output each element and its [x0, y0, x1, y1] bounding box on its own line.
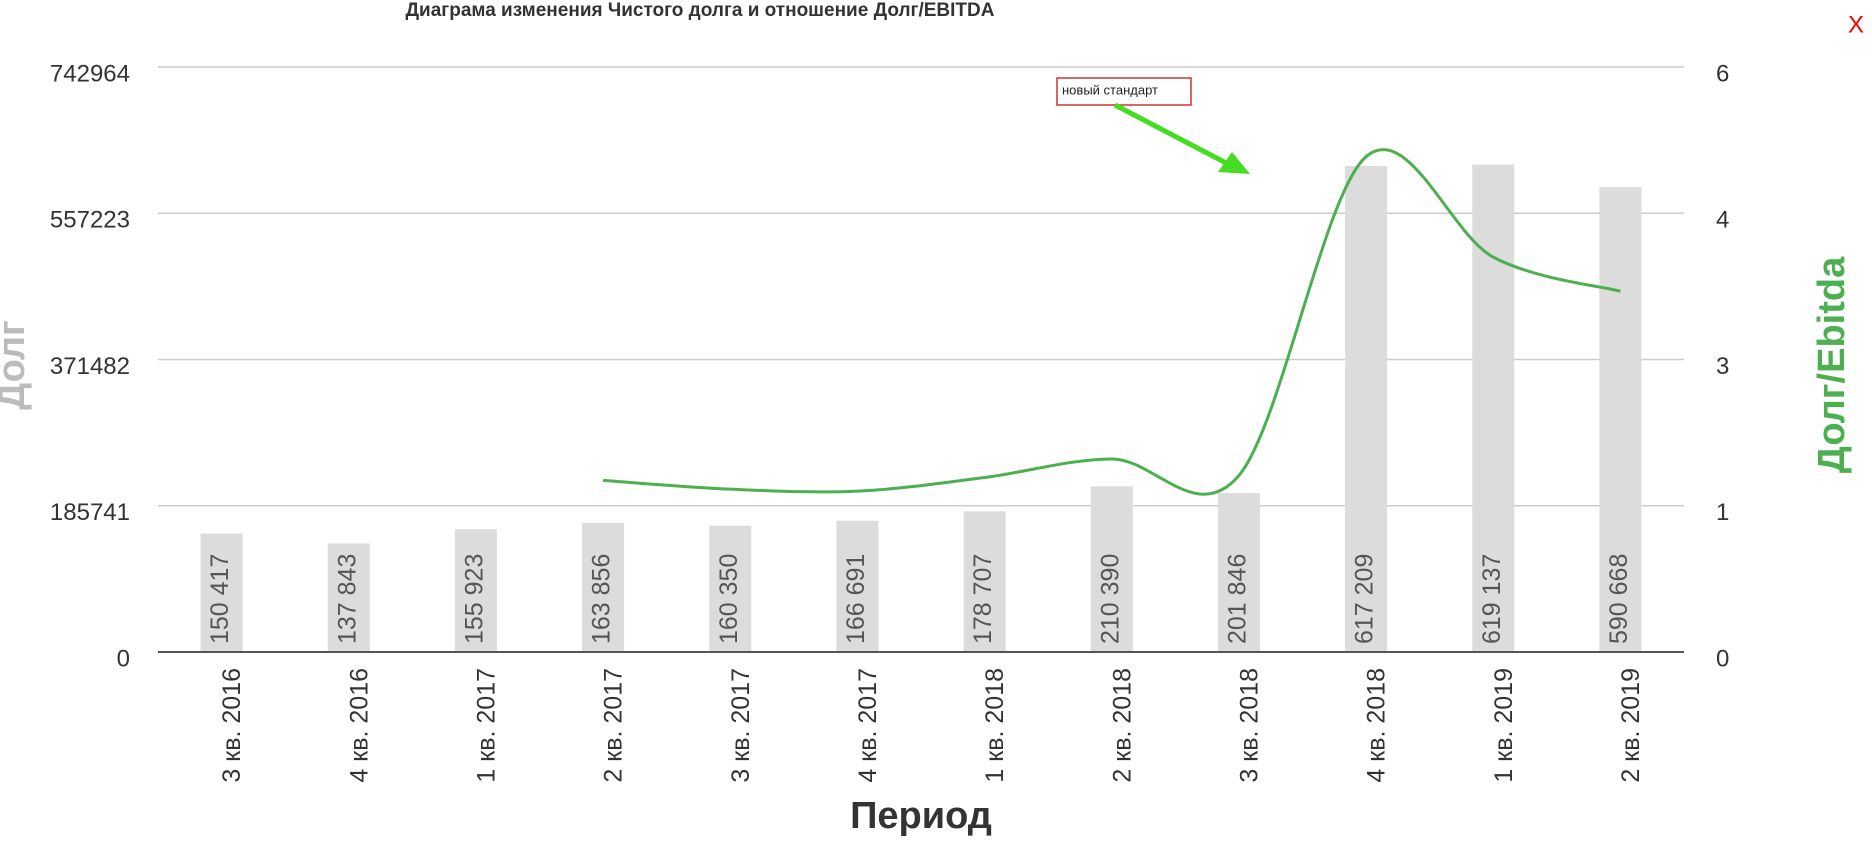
y2-tick-label: 6 [1716, 60, 1729, 87]
data-label: 166 691 [842, 554, 870, 644]
x-tick-label: 2 кв. 2018 [1108, 668, 1136, 783]
x-tick-label: 3 кв. 2017 [727, 668, 755, 783]
y2-axis-title: Долг/Ebitda [1811, 256, 1853, 473]
bar [709, 525, 752, 652]
x-tick-label: 4 кв. 2016 [345, 668, 373, 783]
x-tick-label: 4 кв. 2017 [854, 668, 882, 783]
bar [1345, 166, 1388, 652]
y2-tick-label: 3 [1716, 353, 1729, 380]
x-axis-title: Период [850, 795, 992, 837]
x-tick-label: 3 кв. 2016 [218, 668, 246, 783]
y-axis-title: Долг [0, 320, 33, 410]
data-label: 163 856 [588, 554, 616, 644]
y2-tick-label: 1 [1716, 499, 1729, 526]
bar [963, 511, 1006, 652]
data-label: 137 843 [333, 554, 361, 644]
bar [1217, 493, 1260, 652]
bar [1090, 486, 1133, 652]
data-label: 150 417 [206, 554, 234, 644]
y-tick-label: 742964 [50, 60, 130, 87]
annotation-arrow [1113, 102, 1232, 168]
data-label: 210 390 [1096, 554, 1124, 644]
data-label: 201 846 [1224, 554, 1252, 644]
data-label: 160 350 [715, 554, 743, 644]
y2-tick-label: 4 [1716, 207, 1729, 234]
y2-tick-label: 0 [1716, 645, 1729, 672]
line [602, 148, 1621, 496]
y-tick-label: 557223 [50, 207, 130, 234]
x-tick-label: 3 кв. 2018 [1236, 668, 1264, 783]
data-label: 178 707 [969, 554, 997, 644]
annotation-box [1056, 77, 1192, 106]
x-tick-label: 1 кв. 2017 [473, 668, 501, 783]
annotation: новый стандарт [1056, 77, 1250, 174]
bar [327, 543, 370, 652]
x-tick-label: 4 кв. 2018 [1363, 668, 1391, 783]
bar [582, 522, 625, 652]
annotation-arrowhead [1218, 152, 1250, 174]
y-tick-label: 0 [117, 645, 130, 672]
chart-title: Диаграма изменения Чистого долга и отнош… [406, 0, 995, 21]
bar [200, 533, 243, 652]
bar [454, 529, 497, 652]
x-tick-label: 2 кв. 2017 [600, 668, 628, 783]
x-tick-label: 1 кв. 2018 [981, 668, 1009, 783]
x-tick-label: 1 кв. 2019 [1490, 668, 1518, 783]
y-tick-label: 185741 [50, 499, 130, 526]
y-tick-label: 371482 [50, 353, 130, 380]
data-label: 590 668 [1605, 554, 1633, 644]
annotation-text: новый стандарт [1062, 82, 1158, 97]
bar [1599, 186, 1642, 653]
data-label: 619 137 [1478, 554, 1506, 644]
data-label: 155 923 [461, 554, 489, 644]
close-button[interactable]: X [1848, 11, 1864, 38]
data-label: 617 209 [1351, 554, 1379, 644]
bar [836, 520, 879, 652]
x-tick-label: 2 кв. 2019 [1617, 668, 1645, 783]
